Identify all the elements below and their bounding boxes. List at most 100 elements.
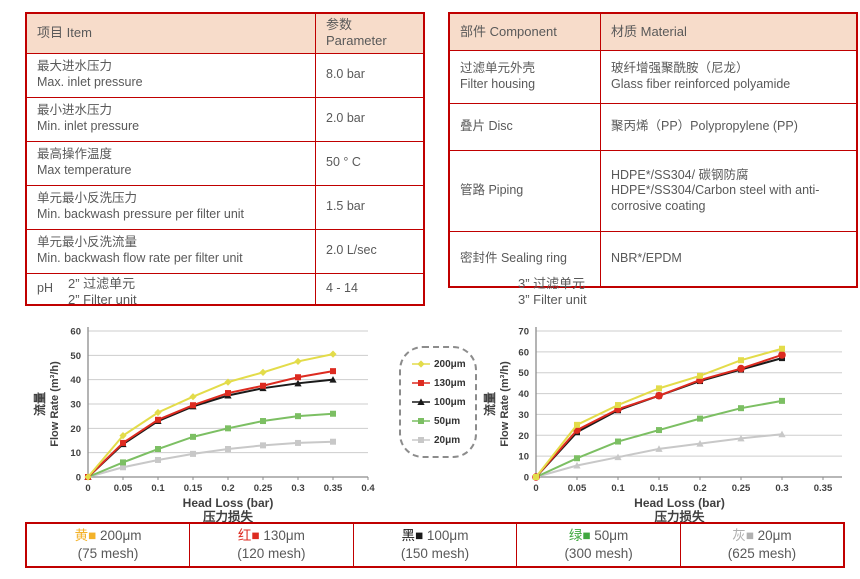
material-material-cell: NBR*/EPDM <box>600 231 858 288</box>
legend-marker-icon <box>412 360 430 368</box>
legend-item-130μm: 130μm <box>411 374 475 393</box>
mesh-count-label: (75 mesh) <box>77 545 139 561</box>
svg-text:0.05: 0.05 <box>114 483 133 494</box>
svg-text:40: 40 <box>518 389 529 400</box>
chart-2in-filter-unit: 2” 过滤单元 2” Filter unit 0 10 20 30 40 50 60 0 0.0… <box>30 276 398 528</box>
mesh-cell-130μm: 红■ 130μm (120 mesh) <box>189 522 354 568</box>
svg-text:流量: 流量 <box>482 392 497 416</box>
spec-item-cell: 单元最小反洗压力 Min. backwash pressure per filte… <box>25 184 316 230</box>
svg-text:20: 20 <box>518 431 529 442</box>
spec-table-row: 最小进水压力 Min. inlet pressure 2.0 bar <box>25 96 425 142</box>
material-component-cell: 管路 Piping <box>448 150 601 232</box>
material-table-row: 密封件 Sealing ring NBR*/EPDM <box>448 231 858 288</box>
svg-text:Flow Rate (m³/h): Flow Rate (m³/h) <box>49 361 61 447</box>
svg-text:60: 60 <box>518 348 529 359</box>
legend-label: 200μm <box>434 358 466 370</box>
spec-table-row: pH 4 - 14 <box>25 272 425 305</box>
material-material-cell: HDPE*/SS304/ 碳钢防腐 HDPE*/SS304/Carbon stee… <box>600 150 858 232</box>
material-table: 部件 Component 材质 Material 过滤单元外壳 Filter ho… <box>448 12 858 288</box>
svg-text:流量: 流量 <box>32 392 47 416</box>
svg-text:0.35: 0.35 <box>324 483 343 494</box>
mesh-size-label: 灰■ 20μm <box>732 528 792 543</box>
svg-text:压力损失: 压力损失 <box>203 509 254 523</box>
flow-chart-2in: 0 10 20 30 40 50 60 0 0.05 0.1 0.15 0.2 0.25 0.3 0.35 0… <box>32 327 375 525</box>
spec-item-cell: 最高操作温度 Max temperature <box>25 140 316 186</box>
spec-table-row: 最高操作温度 Max temperature 50 ° C <box>25 140 425 186</box>
svg-text:50: 50 <box>518 368 529 379</box>
material-table-header-row: 部件 Component 材质 Material <box>448 12 858 51</box>
spec-value-cell: 2.0 bar <box>315 96 425 142</box>
spec-value-cell: 50 ° C <box>315 140 425 186</box>
svg-text:0.25: 0.25 <box>732 483 751 494</box>
material-material-cell: 聚丙烯（PP）Polypropylene (PP) <box>600 103 858 151</box>
svg-text:0.05: 0.05 <box>568 483 587 494</box>
mesh-color-swatch: 黄■ <box>74 528 97 543</box>
mesh-color-swatch: 红■ <box>237 528 260 543</box>
chart-3in-filter-unit: 3” 过滤单元 3” Filter unit 0 10 20 30 40 50 60 70 0 0… <box>480 276 860 528</box>
svg-text:70: 70 <box>518 327 529 338</box>
mesh-size-label: 黑■ 100μm <box>401 528 469 543</box>
legend-item-200μm: 200μm <box>411 355 475 374</box>
svg-text:Flow Rate (m³/h): Flow Rate (m³/h) <box>499 361 511 447</box>
legend-label: 20μm <box>434 434 461 446</box>
svg-text:0.15: 0.15 <box>184 483 203 494</box>
material-component-cell: 叠片 Disc <box>448 103 601 151</box>
svg-text:50: 50 <box>70 351 81 362</box>
svg-text:40: 40 <box>70 375 81 386</box>
mesh-legend-bar: 黄■ 200μm (75 mesh) 红■ 130μm (120 mesh) 黑■ 10… <box>25 522 845 569</box>
mesh-size-label: 红■ 130μm <box>237 528 305 543</box>
spec-header-parameter: 参数 Parameter <box>315 12 425 54</box>
spec-table-row: 最大进水压力 Max. inlet pressure 8.0 bar <box>25 52 425 98</box>
mesh-count-label: (150 mesh) <box>400 545 470 561</box>
legend-item-20μm: 20μm <box>411 431 475 450</box>
svg-text:0.4: 0.4 <box>361 483 375 494</box>
flow-chart-3in: 0 10 20 30 40 50 60 70 0 0.05 0.1 0.15 0.2 0.25 0.3 0.3… <box>482 327 842 524</box>
material-header-material: 材质 Material <box>600 12 858 51</box>
mesh-color-swatch: 灰■ <box>732 528 754 543</box>
spec-table-header-row: 项目 Item 参数 Parameter <box>25 12 425 54</box>
svg-text:Head Loss (bar): Head Loss (bar) <box>634 496 725 510</box>
svg-text:0: 0 <box>524 473 529 484</box>
legend-item-50μm: 50μm <box>411 412 475 431</box>
svg-text:0: 0 <box>533 483 538 494</box>
material-table-row: 管路 Piping HDPE*/SS304/ 碳钢防腐 HDPE*/SS304/Ca… <box>448 150 858 232</box>
legend-marker-icon <box>412 437 430 443</box>
chart-2in-title: 2” 过滤单元 2” Filter unit <box>68 276 398 307</box>
mesh-size-label: 绿■ 50μm <box>568 528 629 543</box>
chart-3in-title: 3” 过滤单元 3” Filter unit <box>518 276 860 307</box>
mesh-cell-50μm: 绿■ 50μm (300 mesh) <box>516 522 681 568</box>
svg-text:0: 0 <box>85 483 90 494</box>
svg-text:压力损失: 压力损失 <box>654 509 705 523</box>
chart-3in-title-cn: 3” 过滤单元 <box>518 276 586 291</box>
mesh-size-label: 黄■ 200μm <box>74 528 142 543</box>
mesh-legend-row: 黄■ 200μm (75 mesh) 红■ 130μm (120 mesh) 黑■ 10… <box>25 522 845 568</box>
svg-text:10: 10 <box>518 452 529 463</box>
mesh-cell-20μm: 灰■ 20μm (625 mesh) <box>679 522 845 568</box>
legend-label: 50μm <box>434 415 461 427</box>
svg-text:0.3: 0.3 <box>775 483 788 494</box>
svg-text:30: 30 <box>70 400 81 411</box>
legend-label: 100μm <box>434 396 466 408</box>
chart-3in-title-en: 3” Filter unit <box>518 291 587 307</box>
svg-text:0.15: 0.15 <box>650 483 669 494</box>
svg-text:20: 20 <box>70 424 81 435</box>
mesh-cell-200μm: 黄■ 200μm (75 mesh) <box>25 522 191 568</box>
mesh-color-swatch: 黑■ <box>401 528 424 543</box>
svg-text:60: 60 <box>70 327 81 338</box>
spec-value-cell: 2.0 L/sec <box>315 228 425 274</box>
mesh-color-swatch: 绿■ <box>568 528 591 543</box>
svg-text:0.25: 0.25 <box>254 483 273 494</box>
spec-item-cell: 单元最小反洗流量 Min. backwash flow rate per filt… <box>25 228 316 274</box>
spec-value-cell: 8.0 bar <box>315 52 425 98</box>
legend-item-100μm: 100μm <box>411 393 475 412</box>
spec-header-item: 项目 Item <box>25 12 316 54</box>
spec-table-row: 单元最小反洗压力 Min. backwash pressure per filte… <box>25 184 425 230</box>
spec-table-row: 单元最小反洗流量 Min. backwash flow rate per filt… <box>25 228 425 274</box>
svg-text:0: 0 <box>76 473 81 484</box>
legend-marker-icon <box>412 398 430 405</box>
spec-item-cell: 最小进水压力 Min. inlet pressure <box>25 96 316 142</box>
svg-text:0.1: 0.1 <box>611 483 625 494</box>
svg-text:0.1: 0.1 <box>151 483 165 494</box>
mesh-count-label: (120 mesh) <box>237 545 306 561</box>
